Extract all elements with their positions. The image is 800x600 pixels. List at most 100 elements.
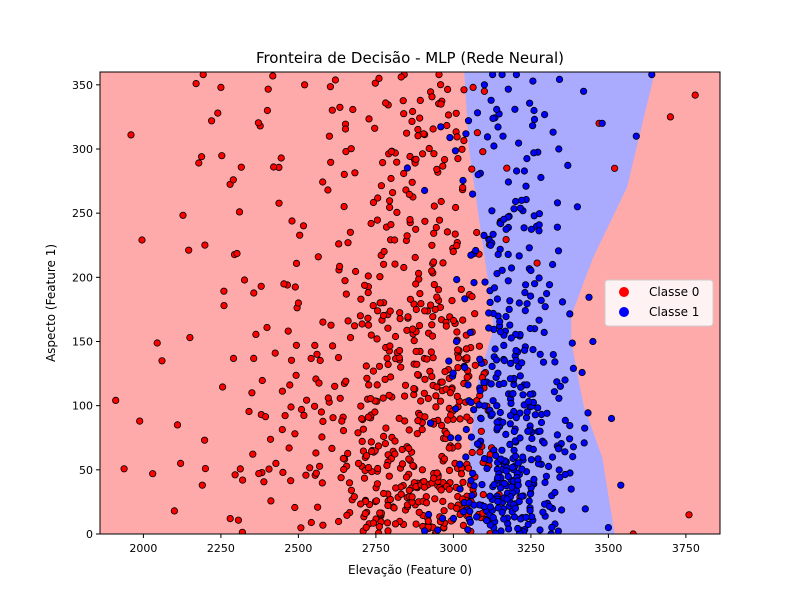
- point-class-1: [514, 481, 522, 489]
- point-class-0: [445, 444, 453, 452]
- point-class-1: [476, 387, 484, 395]
- point-class-0: [358, 437, 366, 445]
- point-class-0: [254, 119, 262, 127]
- point-class-0: [469, 83, 477, 92]
- point-class-1: [530, 475, 538, 483]
- point-class-0: [158, 357, 166, 365]
- point-class-0: [410, 337, 418, 345]
- point-class-1: [557, 506, 566, 514]
- point-class-1: [459, 176, 467, 185]
- point-class-0: [408, 493, 416, 501]
- point-class-1: [490, 142, 498, 150]
- point-class-0: [354, 459, 363, 467]
- point-class-1: [539, 358, 548, 366]
- point-class-0: [460, 86, 468, 94]
- point-class-1: [493, 402, 501, 410]
- point-class-1: [524, 397, 533, 406]
- point-class-0: [269, 163, 278, 171]
- legend-marker: [619, 287, 629, 297]
- point-class-1: [535, 227, 543, 235]
- point-class-0: [299, 222, 308, 230]
- point-class-1: [566, 310, 574, 318]
- point-class-1: [516, 204, 525, 212]
- point-class-0: [400, 169, 408, 178]
- point-class-1: [462, 425, 470, 434]
- point-class-0: [373, 216, 381, 224]
- point-class-0: [390, 236, 399, 244]
- point-class-0: [405, 444, 413, 452]
- point-class-0: [291, 503, 299, 512]
- point-class-1: [461, 295, 469, 303]
- point-class-0: [432, 403, 440, 411]
- point-class-0: [302, 396, 311, 404]
- point-class-0: [310, 402, 319, 410]
- point-class-1: [514, 139, 523, 147]
- point-class-0: [405, 426, 413, 434]
- point-class-0: [294, 299, 302, 307]
- point-class-0: [284, 327, 292, 335]
- point-class-0: [345, 479, 354, 487]
- point-class-1: [517, 196, 526, 204]
- point-class-1: [496, 328, 505, 336]
- point-class-1: [555, 145, 563, 153]
- point-class-1: [500, 215, 508, 223]
- point-class-0: [400, 263, 408, 272]
- point-class-1: [493, 105, 501, 114]
- point-class-1: [508, 483, 516, 491]
- point-class-0: [406, 295, 414, 303]
- point-class-1: [504, 250, 512, 258]
- point-class-0: [359, 425, 367, 433]
- point-class-0: [218, 152, 226, 160]
- point-class-0: [430, 202, 438, 210]
- point-class-0: [292, 341, 300, 349]
- point-class-0: [341, 277, 349, 285]
- point-class-0: [396, 309, 404, 317]
- point-class-0: [414, 125, 422, 134]
- point-class-0: [208, 117, 216, 125]
- point-class-1: [542, 289, 551, 298]
- point-class-1: [535, 274, 543, 282]
- point-class-0: [402, 129, 411, 137]
- point-class-0: [412, 305, 420, 314]
- point-class-1: [581, 505, 589, 513]
- point-class-0: [313, 503, 322, 511]
- point-class-1: [585, 293, 593, 301]
- point-class-0: [401, 381, 410, 389]
- point-class-0: [456, 415, 464, 423]
- point-class-0: [240, 276, 249, 284]
- point-class-0: [271, 349, 279, 357]
- point-class-0: [367, 447, 376, 455]
- point-class-1: [464, 117, 473, 125]
- point-class-0: [408, 178, 416, 186]
- point-class-0: [464, 464, 472, 472]
- point-class-0: [421, 375, 429, 383]
- point-class-1: [507, 264, 516, 272]
- point-class-0: [272, 459, 280, 467]
- point-class-0: [458, 145, 466, 153]
- point-class-1: [530, 115, 539, 124]
- point-class-1: [549, 128, 557, 136]
- point-class-0: [416, 114, 424, 122]
- point-class-0: [391, 260, 399, 268]
- point-class-0: [387, 221, 395, 229]
- point-class-1: [542, 472, 551, 480]
- point-class-0: [369, 301, 377, 310]
- point-class-0: [266, 435, 275, 443]
- point-class-0: [149, 470, 157, 478]
- point-class-1: [434, 526, 442, 534]
- point-class-0: [434, 286, 443, 294]
- point-class-0: [311, 341, 319, 349]
- point-class-1: [522, 182, 530, 190]
- point-class-1: [511, 452, 520, 460]
- point-class-1: [507, 334, 515, 342]
- point-class-0: [297, 524, 305, 532]
- point-class-1: [519, 453, 527, 461]
- point-class-0: [452, 504, 461, 512]
- point-class-1: [520, 167, 529, 175]
- point-class-1: [524, 520, 532, 529]
- point-class-0: [381, 439, 389, 448]
- point-class-0: [379, 311, 388, 320]
- point-class-1: [527, 225, 536, 233]
- point-class-1: [549, 350, 557, 359]
- point-class-1: [456, 485, 464, 493]
